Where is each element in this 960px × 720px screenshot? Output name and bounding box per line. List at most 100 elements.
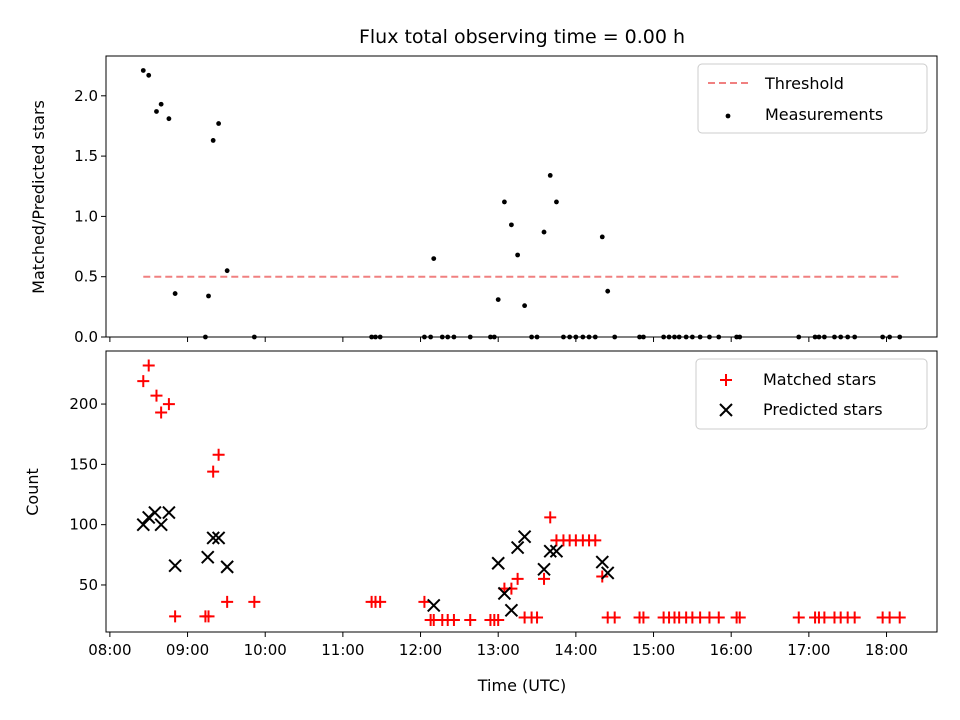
legend-matched-label: Matched stars: [763, 370, 876, 389]
bottom-y-axis-label: Count: [23, 468, 42, 516]
matched-star-point: [212, 448, 225, 461]
predicted-star-point: [497, 586, 512, 601]
top-ytick-label: 1.5: [74, 147, 98, 165]
top-x-axis: [109, 337, 888, 342]
matched-star-point: [207, 465, 220, 478]
matched-star-point: [492, 613, 505, 626]
measurement-point: [422, 334, 427, 340]
matched-star-point: [883, 611, 896, 624]
measurement-point: [377, 334, 383, 340]
measurement-point: [158, 101, 164, 107]
measurement-point: [897, 334, 903, 340]
matched-star-point: [544, 511, 557, 524]
measurement-point: [561, 334, 566, 340]
matched-star-point: [848, 611, 861, 624]
legend-measurements-marker: [725, 113, 731, 119]
measurement-point: [612, 334, 618, 340]
measurement-point: [683, 334, 689, 340]
bottom-xtick-label: 12:00: [399, 641, 442, 659]
predicted-star-point: [148, 505, 162, 520]
matched-star-point: [792, 611, 805, 624]
bottom-xtick-label: 18:00: [865, 641, 908, 659]
measurement-point: [573, 334, 579, 340]
matched-star-point: [202, 610, 215, 623]
matched-star-point: [589, 534, 602, 547]
matched-star-point: [418, 595, 431, 608]
matched-star-point: [150, 389, 163, 402]
measurement-point: [509, 222, 514, 228]
top-panel: 0.00.51.01.52.0 Matched/Predicted stars …: [29, 55, 938, 346]
measurement-point: [445, 334, 451, 340]
measurement-point: [166, 116, 172, 122]
predicted-star-point: [595, 555, 609, 569]
measurement-point: [586, 334, 592, 340]
matched-star-point: [818, 611, 831, 624]
measurement-point: [605, 288, 611, 294]
measurement-point: [641, 334, 646, 340]
measurement-point: [689, 334, 695, 340]
bottom-ytick-label: 200: [69, 395, 98, 413]
predicted-star-point: [136, 517, 150, 532]
measurement-point: [672, 334, 677, 340]
matched-star-point: [531, 611, 544, 624]
measurement-point: [812, 334, 818, 340]
measurement-point: [451, 334, 457, 340]
bottom-x-axis: 08:00 09:00 10:00 11:00 12:00 13:00 14:00 15:00…: [88, 632, 908, 659]
bottom-x-axis-label: Time (UTC): [477, 676, 566, 695]
measurement-point: [431, 256, 437, 262]
bottom-xtick-label: 11:00: [321, 641, 364, 659]
predicted-star-point: [600, 566, 615, 580]
measurement-point: [637, 334, 642, 340]
measurement-point: [369, 334, 375, 340]
measurement-point: [172, 291, 178, 296]
predicted-star-point: [537, 562, 551, 576]
measurement-point: [515, 252, 521, 258]
matched-star-point: [608, 611, 621, 624]
predicted-star-point: [162, 505, 176, 520]
matched-star-point: [538, 572, 551, 585]
measurement-point: [832, 334, 837, 340]
matched-star-point: [221, 595, 234, 608]
measurement-point: [880, 334, 886, 340]
measurement-point: [716, 334, 722, 340]
matched-star-point: [248, 595, 261, 608]
bottom-xtick-label: 14:00: [554, 641, 597, 659]
measurement-point: [796, 334, 802, 340]
measurement-point: [599, 234, 605, 240]
measurement-point: [146, 72, 152, 78]
measurement-point: [522, 303, 528, 309]
measurement-point: [488, 334, 493, 340]
top-plot-frame: [105, 55, 938, 338]
measurement-point: [567, 334, 573, 340]
measurement-point: [816, 334, 822, 340]
top-ytick-label: 0.5: [74, 268, 98, 286]
measurement-point: [852, 334, 858, 340]
bottom-y-axis: 50 100 150 200: [69, 395, 106, 594]
matched-star-point: [893, 611, 906, 624]
legend-measurements-label: Measurements: [765, 105, 883, 124]
matched-star-point: [155, 406, 168, 419]
measurement-point: [206, 293, 211, 299]
measurement-point: [373, 334, 378, 340]
measurement-point: [676, 334, 682, 340]
measurement-point: [661, 334, 667, 340]
predicted-star-point: [220, 560, 234, 574]
measurement-point: [697, 334, 703, 340]
bottom-xtick-label: 08:00: [88, 641, 131, 659]
measurement-point: [838, 334, 844, 340]
measurement-point: [592, 334, 598, 340]
matched-star-point: [374, 595, 387, 608]
matched-star-point: [511, 572, 524, 585]
measurement-point: [534, 334, 540, 340]
measurement-point: [439, 334, 445, 340]
measurement-point: [428, 334, 434, 340]
bottom-xtick-label: 10:00: [244, 641, 287, 659]
legend-matched-marker: [720, 374, 732, 386]
legend-threshold-label: Threshold: [764, 74, 844, 93]
matched-star-point: [596, 570, 609, 583]
measurement-point: [547, 172, 553, 178]
top-legend: Threshold Measurements: [697, 63, 928, 134]
predicted-star-point: [549, 544, 564, 558]
bottom-ytick-label: 100: [69, 516, 98, 534]
measurement-point: [737, 334, 743, 340]
